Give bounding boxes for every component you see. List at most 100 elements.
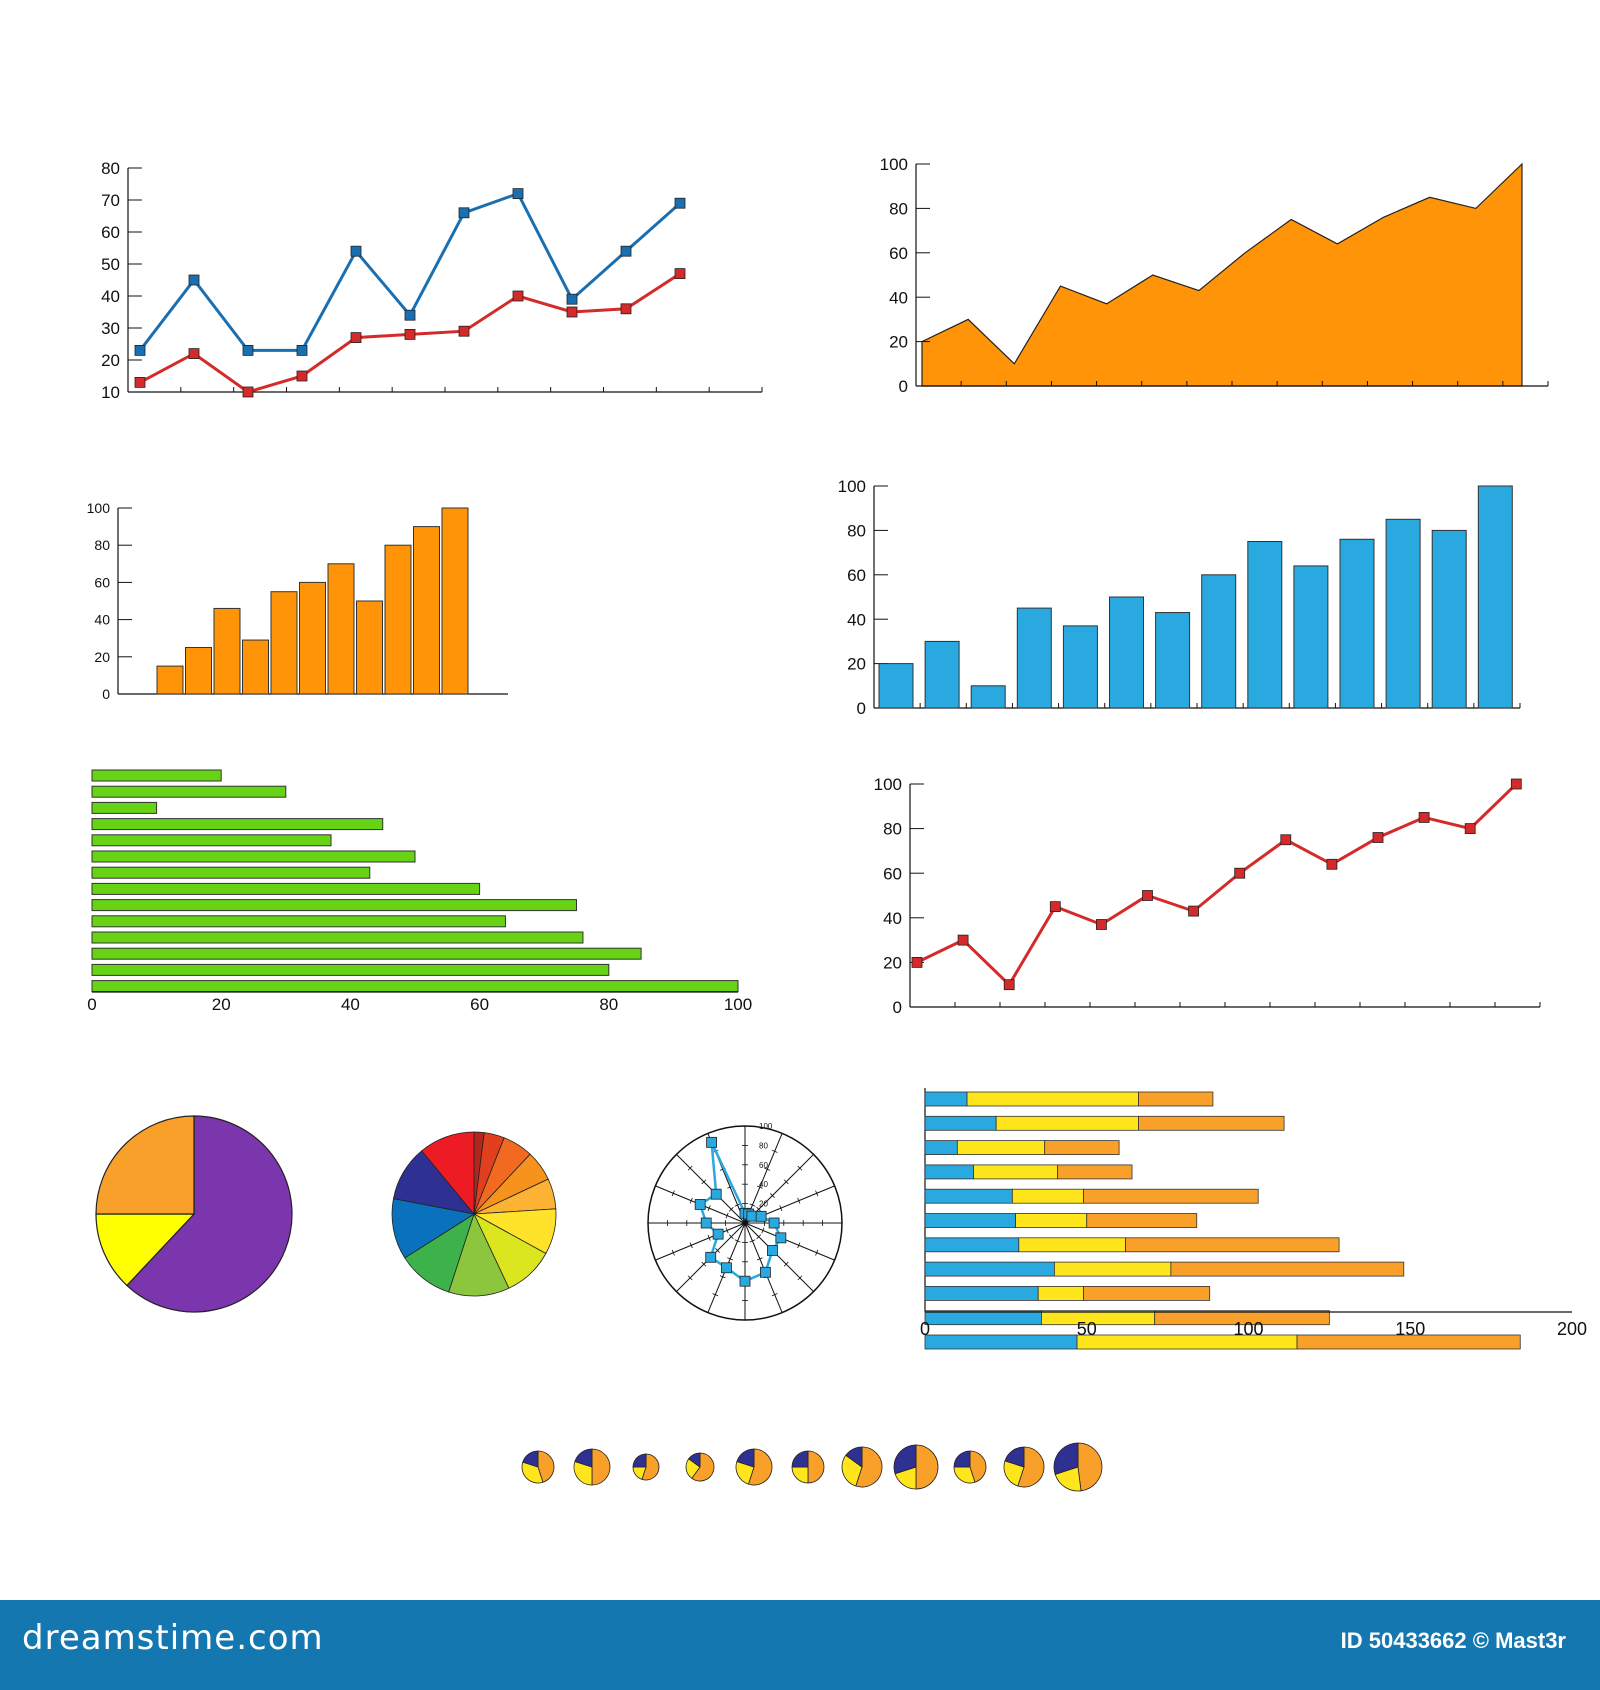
stacked-segment bbox=[924, 1334, 1078, 1350]
bar bbox=[1385, 518, 1421, 709]
radar-tick bbox=[701, 1261, 707, 1267]
mini-pie-slice bbox=[591, 1448, 611, 1486]
x-tick-label: 50 bbox=[1077, 1319, 1097, 1339]
y-tick-label: 100 bbox=[838, 477, 866, 496]
bar bbox=[91, 818, 384, 831]
radar-point bbox=[775, 1232, 787, 1244]
y-tick-label: 70 bbox=[101, 191, 120, 210]
bar bbox=[1062, 625, 1098, 709]
radar-tick bbox=[671, 1190, 675, 1197]
bar bbox=[91, 947, 642, 960]
radar-tick bbox=[797, 1197, 801, 1204]
data-point bbox=[458, 207, 470, 219]
stacked-segment bbox=[924, 1213, 1016, 1228]
pie-slice bbox=[95, 1115, 195, 1215]
data-point bbox=[1096, 919, 1107, 930]
wheel-slice bbox=[421, 1131, 475, 1216]
chart-orange-area: 0 20 40 60 80 100 bbox=[880, 155, 1549, 396]
data-point bbox=[1280, 834, 1292, 846]
bar bbox=[213, 607, 241, 695]
radar-tick bbox=[761, 1227, 765, 1234]
radar-tick-label: 60 bbox=[759, 1161, 768, 1170]
x-tick-label: 100 bbox=[724, 995, 752, 1014]
radar-tick bbox=[712, 1293, 719, 1297]
y-tick-label: 40 bbox=[883, 909, 902, 928]
chart-red-line: 0 20 40 60 80 100 bbox=[874, 775, 1541, 1017]
bar bbox=[242, 639, 269, 695]
mini-pie-slice bbox=[691, 1452, 715, 1482]
y-tick-label: 80 bbox=[101, 159, 120, 178]
radar-tick bbox=[707, 1234, 711, 1241]
chart-small-pie-multiples bbox=[521, 1442, 1103, 1492]
stacked-segment bbox=[924, 1140, 958, 1155]
radar-tick bbox=[689, 1197, 693, 1204]
mini-pie-slice bbox=[953, 1466, 976, 1484]
radar-spoke bbox=[744, 1222, 835, 1261]
radar-tick-label: 20 bbox=[759, 1200, 768, 1209]
y-tick-label: 40 bbox=[889, 288, 908, 307]
bar bbox=[1201, 574, 1237, 709]
bar bbox=[1293, 565, 1329, 709]
radar-tick bbox=[771, 1149, 778, 1153]
y-tick-label: 60 bbox=[847, 566, 866, 585]
bar bbox=[1339, 538, 1375, 709]
stacked-segment bbox=[1041, 1310, 1156, 1326]
stacked-segment bbox=[924, 1091, 968, 1107]
chart-radar: 20 40 60 80 100 bbox=[647, 1122, 843, 1321]
radar-spoke bbox=[655, 1222, 746, 1261]
y-tick-label: 80 bbox=[94, 537, 110, 553]
area-fill bbox=[921, 162, 1523, 387]
stacked-segment bbox=[1138, 1091, 1214, 1107]
stacked-segment bbox=[1037, 1286, 1084, 1301]
data-point bbox=[242, 386, 254, 398]
data-point bbox=[674, 197, 686, 209]
data-point bbox=[1510, 778, 1522, 790]
mini-pie-slice bbox=[1053, 1442, 1079, 1475]
radar-spoke bbox=[744, 1133, 783, 1224]
mini-pie-slice bbox=[969, 1450, 987, 1483]
chart-orange-bars: 0 20 40 60 80 100 bbox=[87, 500, 508, 702]
mini-pie-slice bbox=[953, 1450, 971, 1468]
bar bbox=[91, 866, 371, 879]
mini-pie-slice bbox=[522, 1450, 539, 1468]
bar bbox=[1109, 596, 1144, 709]
stacked-segment bbox=[1170, 1261, 1405, 1277]
radar-tick-label: 80 bbox=[759, 1141, 768, 1150]
radar-tick bbox=[771, 1293, 778, 1297]
y-tick-label: 0 bbox=[102, 686, 110, 702]
chart-pie-color-wheel bbox=[391, 1131, 557, 1297]
radar-tick bbox=[671, 1249, 675, 1256]
data-point bbox=[350, 332, 362, 344]
bar bbox=[441, 507, 469, 695]
data-point bbox=[674, 268, 686, 280]
data-point bbox=[1142, 890, 1153, 901]
radar-tick bbox=[734, 1239, 741, 1243]
y-tick-label: 0 bbox=[893, 998, 902, 1017]
wheel-slice bbox=[391, 1198, 476, 1259]
radar-point bbox=[706, 1136, 717, 1148]
chart-dual-line: 10 20 30 40 50 60 70 80 bbox=[101, 159, 763, 402]
mini-pie-slice bbox=[632, 1453, 647, 1468]
wheel-slice bbox=[448, 1212, 510, 1297]
bar bbox=[91, 980, 739, 993]
radar-point bbox=[721, 1262, 732, 1274]
bar bbox=[91, 785, 287, 798]
stacked-segment bbox=[966, 1091, 1139, 1107]
y-tick-label: 20 bbox=[883, 954, 902, 973]
y-tick-label: 60 bbox=[101, 223, 120, 242]
data-point bbox=[188, 274, 200, 286]
radar-tick bbox=[756, 1234, 762, 1240]
radar-tick bbox=[797, 1165, 803, 1171]
y-tick-label: 40 bbox=[847, 610, 866, 629]
bar bbox=[1477, 485, 1513, 709]
y-tick-label: 60 bbox=[94, 574, 110, 590]
radar-tick bbox=[783, 1261, 789, 1267]
radar-point bbox=[755, 1210, 767, 1222]
data-point bbox=[620, 245, 632, 257]
radar-point bbox=[710, 1188, 722, 1200]
x-tick-label: 200 bbox=[1557, 1319, 1587, 1339]
y-tick-label: 50 bbox=[101, 255, 120, 274]
data-point bbox=[134, 376, 146, 388]
chart-pie-three-slices bbox=[95, 1115, 293, 1313]
chart-blue-bars: 0 20 40 60 80 100 bbox=[838, 477, 1521, 718]
